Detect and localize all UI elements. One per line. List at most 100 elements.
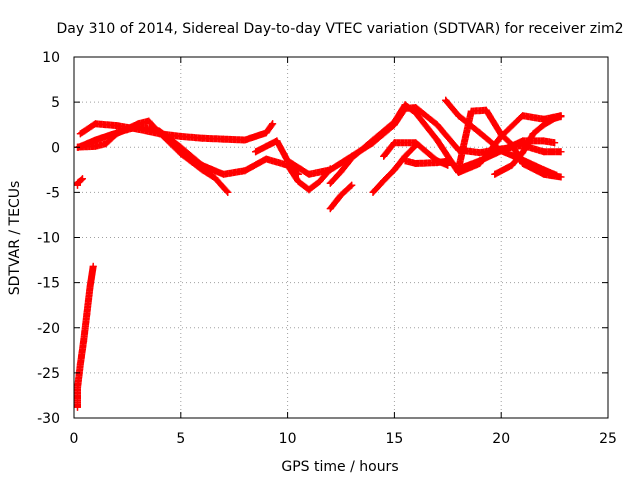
- data-point: [305, 186, 313, 194]
- data-point: [91, 136, 99, 144]
- data-point: [390, 139, 398, 147]
- data-point: [390, 166, 398, 174]
- data-point: [401, 101, 409, 109]
- data-point: [497, 147, 505, 155]
- data-point: [508, 161, 516, 169]
- data-point: [433, 136, 441, 144]
- data-point: [455, 165, 462, 173]
- data-point: [476, 157, 484, 165]
- y-tick-label: -10: [37, 231, 60, 247]
- data-point: [540, 148, 548, 156]
- data-point: [557, 148, 565, 156]
- data-point: [177, 132, 185, 140]
- data-point: [262, 129, 270, 137]
- data-point: [519, 160, 527, 167]
- series-track-13: [442, 96, 561, 179]
- data-point: [519, 137, 527, 145]
- data-point: [401, 157, 409, 165]
- data-point: [74, 178, 82, 186]
- y-tick-label: -20: [37, 321, 60, 337]
- y-tick-label: -15: [37, 276, 60, 292]
- data-point: [390, 118, 398, 126]
- data-point: [497, 131, 505, 139]
- x-tick-label: 20: [492, 431, 510, 447]
- data-point: [177, 150, 185, 158]
- data-point: [412, 160, 420, 167]
- data-point: [540, 121, 548, 129]
- data-point: [241, 136, 249, 144]
- data-point: [91, 142, 99, 150]
- data-point: [74, 387, 81, 395]
- data-point: [198, 166, 206, 174]
- data-point: [369, 188, 377, 196]
- data-point: [446, 157, 454, 165]
- data-point: [294, 178, 302, 185]
- data-point: [557, 173, 565, 181]
- data-point: [86, 283, 94, 291]
- y-tick-label: 0: [51, 140, 60, 156]
- y-tick-label: -5: [46, 185, 60, 201]
- data-point: [326, 179, 334, 187]
- data-point: [348, 154, 356, 162]
- data-point: [476, 129, 484, 137]
- data-point: [442, 96, 450, 104]
- data-point: [220, 135, 227, 143]
- series-track-9: [326, 181, 356, 213]
- x-axis-label: GPS time / hours: [281, 459, 398, 475]
- data-point: [540, 170, 548, 178]
- data-point: [83, 310, 91, 318]
- data-point: [284, 161, 292, 169]
- data-point: [224, 188, 232, 196]
- data-point: [76, 130, 84, 138]
- x-tick-label: 5: [176, 431, 185, 447]
- data-point: [198, 134, 206, 142]
- series-track-12: [401, 137, 559, 173]
- data-point: [273, 137, 281, 145]
- x-tick-label: 15: [385, 431, 403, 447]
- ticks: [73, 56, 609, 419]
- data-point: [380, 152, 388, 160]
- series-track-14: [455, 106, 565, 181]
- data-point: [113, 130, 121, 138]
- data-point: [134, 120, 142, 128]
- data-point: [519, 149, 527, 157]
- data-point: [337, 168, 345, 176]
- data-point: [113, 122, 121, 130]
- tick-labels: 0 5 10 15 20 25 -30 -25 -20 -15 -10 -5 0 5 10: [37, 50, 617, 447]
- data-point: [155, 129, 163, 137]
- data-point: [79, 175, 86, 183]
- x-tick-label: 10: [279, 431, 297, 447]
- y-axis-label: SDTVAR / TECUs: [7, 181, 23, 296]
- data-point: [433, 121, 441, 129]
- data-point: [74, 403, 81, 411]
- data-point: [76, 360, 84, 368]
- data-point: [241, 167, 249, 175]
- data-point: [326, 165, 334, 173]
- data-point: [91, 120, 99, 128]
- y-tick-label: 10: [42, 50, 60, 66]
- data-point: [211, 174, 219, 182]
- data-point: [412, 139, 420, 147]
- data-point: [551, 139, 559, 147]
- data-point: [145, 117, 153, 125]
- data-point: [348, 181, 356, 189]
- x-tick-label: 0: [70, 431, 79, 447]
- data-point: [467, 107, 475, 115]
- data-point: [89, 262, 97, 270]
- series-track-1: [74, 262, 97, 411]
- data-point: [269, 120, 277, 128]
- data-point: [455, 112, 462, 120]
- series-track-2: [74, 175, 86, 189]
- data-point: [262, 155, 270, 163]
- data-point: [529, 130, 537, 138]
- data-point: [80, 337, 88, 345]
- data-point: [412, 109, 420, 117]
- series-track-15: [491, 113, 565, 178]
- data-point: [551, 114, 559, 122]
- data-point: [433, 159, 441, 167]
- data-point: [491, 170, 499, 178]
- chart-title: Day 310 of 2014, Sidereal Day-to-day VTE…: [57, 21, 624, 37]
- data-point: [369, 136, 377, 144]
